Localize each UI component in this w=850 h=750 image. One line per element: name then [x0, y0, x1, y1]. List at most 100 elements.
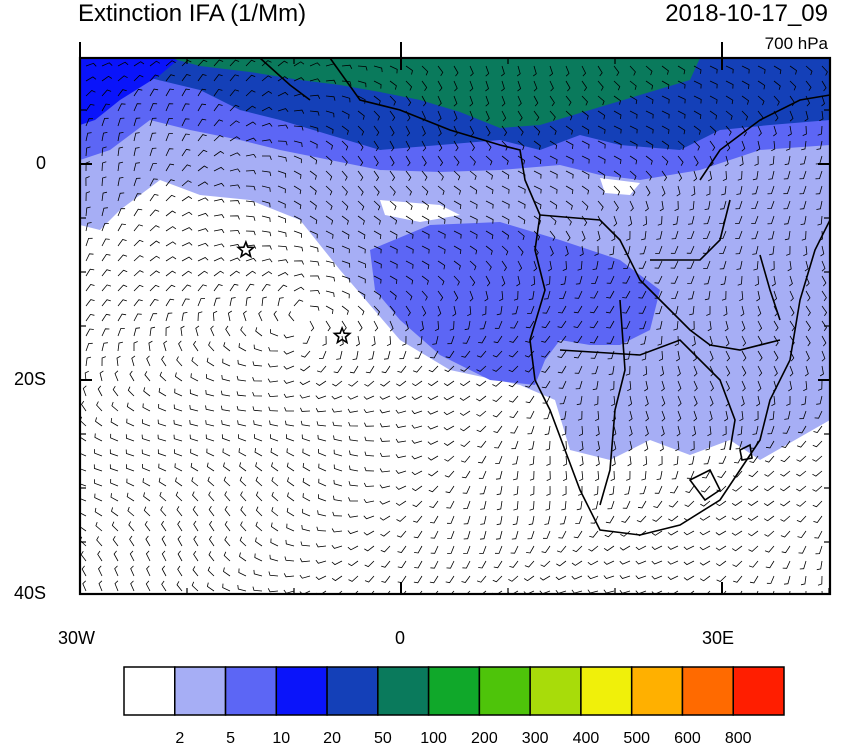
wind-barb [613, 215, 618, 227]
wind-barb [799, 200, 807, 210]
wind-barb [149, 88, 159, 97]
wind-barb [318, 478, 327, 487]
wind-barb [318, 494, 327, 502]
wind-barb [368, 350, 375, 360]
wind-barb [652, 515, 663, 522]
wind-barb [660, 365, 665, 377]
wind-barb [149, 178, 158, 187]
wind-barb [109, 449, 119, 457]
wind-barb [677, 170, 683, 182]
wind-barb [101, 253, 111, 262]
wind-barb [421, 230, 430, 239]
wind-barb [526, 545, 535, 554]
wind-barb [269, 420, 279, 427]
wind-barb [357, 95, 366, 104]
wind-barb [565, 125, 573, 135]
wind-barb [804, 110, 809, 122]
wind-barb [405, 245, 414, 254]
wind-barb [286, 523, 295, 532]
wind-barb [677, 395, 682, 407]
wind-barb [430, 515, 439, 524]
wind-barb [411, 424, 423, 429]
wind-barb [245, 270, 257, 277]
wind-barb [229, 257, 241, 262]
wind-barb [736, 185, 743, 195]
wind-barb [224, 491, 231, 502]
wind-barb [544, 515, 551, 525]
wind-barb [173, 419, 183, 427]
wind-barb [638, 290, 647, 299]
wind-barb [494, 320, 503, 329]
wind-barb [133, 88, 143, 97]
wind-barb [821, 80, 827, 92]
wind-barb [373, 155, 379, 167]
wind-barb [493, 560, 503, 569]
wind-barb [543, 410, 551, 420]
wind-barb [767, 215, 775, 225]
wind-barb [207, 566, 215, 577]
wind-barb [573, 335, 583, 344]
wind-barb [467, 305, 472, 317]
wind-barb [101, 176, 107, 187]
wind-barb [459, 395, 471, 401]
wind-barb [656, 470, 663, 480]
wind-barb [133, 74, 144, 82]
wind-barb [756, 395, 761, 407]
wind-barb [302, 493, 311, 502]
wind-barb [293, 230, 302, 238]
wind-barb [645, 110, 654, 119]
wind-barb [798, 545, 807, 554]
wind-barb [605, 515, 615, 524]
wind-barb [613, 80, 621, 91]
wind-barb [255, 462, 263, 472]
wind-barb [130, 580, 135, 592]
wind-barb [624, 485, 631, 495]
wind-barb [622, 500, 631, 509]
colorbar-label: 500 [623, 730, 651, 747]
wind-barb [814, 410, 823, 419]
wind-barb [589, 320, 599, 329]
wind-barb [748, 485, 759, 492]
wind-barb [651, 590, 663, 594]
wind-barb [542, 530, 551, 539]
wind-barb [357, 140, 364, 151]
wind-barb [315, 575, 327, 580]
wind-barb [779, 500, 791, 507]
wind-barb [149, 270, 160, 277]
wind-barb [478, 560, 487, 569]
wind-barb [389, 215, 398, 225]
wind-barb [765, 560, 775, 569]
wind-barb [133, 313, 142, 322]
wind-barb [325, 290, 335, 298]
wind-barb [379, 468, 391, 473]
colorbar-box [275, 666, 328, 716]
wind-barb [165, 241, 177, 247]
wind-barb [571, 560, 583, 566]
wind-barb [592, 380, 599, 391]
wind-barb [402, 335, 407, 346]
wind-barb [317, 434, 327, 442]
colorbar-box [478, 666, 531, 716]
wind-barb [563, 455, 568, 467]
wind-barb [421, 140, 427, 152]
wind-barb [413, 575, 423, 584]
wind-barb [238, 568, 247, 577]
wind-barb [787, 125, 792, 137]
wind-barb [389, 95, 396, 106]
wind-barb [193, 520, 199, 532]
wind-barb [629, 200, 634, 212]
wind-barb [533, 185, 542, 194]
minor-ticks [80, 58, 830, 594]
wind-barb [528, 440, 535, 450]
wind-barb [773, 365, 778, 377]
wind-barb [101, 223, 109, 232]
wind-barb [773, 65, 782, 75]
wind-barb [508, 365, 519, 373]
wind-barb [222, 583, 231, 592]
colorbar-label: 50 [373, 730, 392, 747]
wind-barb [549, 65, 554, 77]
wind-barb [619, 560, 631, 565]
wind-barb [158, 477, 167, 487]
wind-barb [363, 515, 375, 520]
wind-barb [405, 290, 413, 301]
